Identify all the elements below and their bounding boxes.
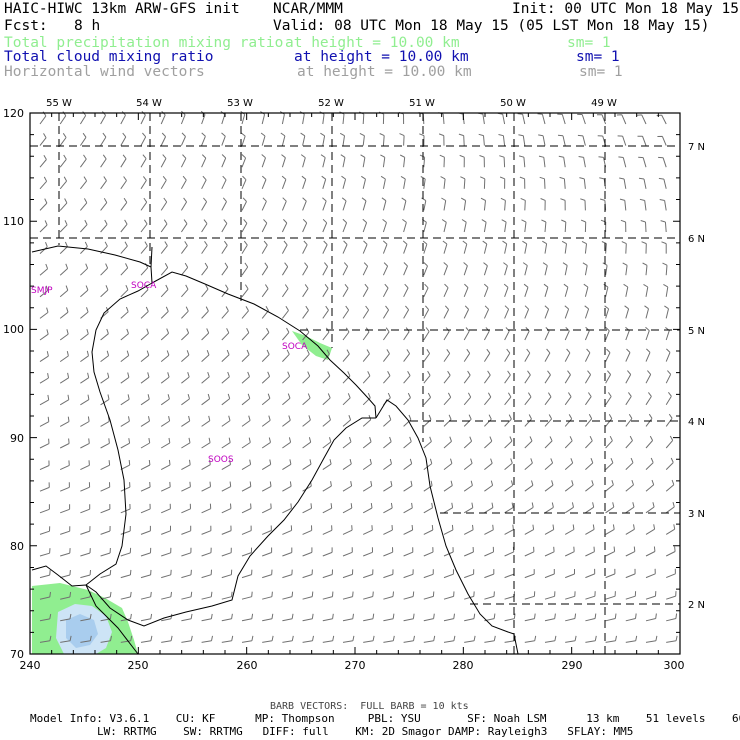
field-wind-name: Horizontal wind vectors — [4, 64, 205, 80]
model-info-line1: Model Info: V3.6.1 CU: KF MP: Thompson P… — [30, 712, 740, 725]
y-tick-label: 90 — [10, 432, 24, 445]
wind-barbs — [39, 110, 678, 643]
init-time: Init: 00 UTC Mon 18 May 15 — [512, 1, 739, 17]
y-tick-label: 120 — [3, 107, 24, 120]
x-tick-label: 270 — [345, 659, 366, 672]
field-wind-height: at height = 10.00 km — [297, 64, 472, 80]
axis-ticks — [29, 112, 681, 655]
x-tick-label: 300 — [664, 659, 685, 672]
x-tick-label: 240 — [20, 659, 41, 672]
x-tick-label: 260 — [237, 659, 258, 672]
border-suriname-brazil — [85, 417, 376, 627]
fcst-value: 8 h — [74, 18, 101, 34]
y-tick-label: 110 — [3, 215, 24, 228]
lat-label: 2 N — [688, 600, 705, 611]
lon-label: 52 W — [318, 98, 344, 109]
station-label: SMJP — [31, 286, 53, 296]
y-tick-label: 70 — [10, 648, 24, 661]
field-precip-name: Total precipitation mixing ratio — [4, 35, 284, 51]
lat-label: 6 N — [688, 234, 705, 245]
title-center: NCAR/MMM — [273, 1, 343, 17]
river-guyana — [150, 246, 153, 268]
lon-label: 50 W — [500, 98, 526, 109]
lon-label: 53 W — [227, 98, 253, 109]
field-precip-sm: sm= 1 — [567, 35, 611, 51]
coast-suriname-guiana — [151, 271, 377, 419]
lat-label: 3 N — [688, 509, 705, 520]
river-south — [85, 584, 139, 655]
lon-label: 54 W — [136, 98, 162, 109]
model-info-line2: LW: RRTMG SW: RRTMG DIFF: full KM: 2D Sm… — [97, 725, 634, 738]
tick-marks — [29, 112, 681, 655]
wind-barb-field — [39, 110, 678, 643]
station-label: SOCA — [282, 342, 308, 352]
lon-label: 49 W — [591, 98, 617, 109]
station-label: SOOS — [208, 455, 234, 465]
station-label: SOCA — [131, 281, 157, 291]
field-wind-sm: sm= 1 — [579, 64, 623, 80]
cloud-area-mid — [66, 614, 98, 648]
y-tick-label: 80 — [10, 540, 24, 553]
border-suriname-guyana — [31, 245, 153, 586]
x-tick-label: 290 — [562, 659, 583, 672]
precip-area-coast — [292, 331, 332, 360]
latlon-grid — [30, 113, 680, 654]
lon-label: 51 W — [409, 98, 435, 109]
valid-time: Valid: 08 UTC Mon 18 May 15 (05 LST Mon … — [273, 18, 710, 34]
title-left: HAIC-HIWC 13km ARW-GFS init — [4, 1, 240, 17]
y-tick-label: 100 — [3, 323, 24, 336]
field-cloud-sm: sm= 1 — [576, 49, 620, 65]
coastline — [31, 245, 519, 655]
x-tick-label: 280 — [453, 659, 474, 672]
fcst-label: Fcst: — [4, 18, 48, 34]
field-precip-height: at height = 10.00 km — [285, 35, 460, 51]
barb-note: BARB VECTORS: FULL BARB = 10 kts — [270, 701, 469, 712]
border-guyana-brazil-west — [31, 565, 87, 587]
border-suriname-french-guiana — [375, 399, 519, 655]
field-cloud-height: at height = 10.00 km — [294, 49, 469, 65]
x-tick-label: 250 — [128, 659, 149, 672]
lat-label: 7 N — [688, 142, 705, 153]
lon-label: 55 W — [46, 98, 72, 109]
field-cloud-name: Total cloud mixing ratio — [4, 49, 214, 65]
lat-label: 5 N — [688, 326, 705, 337]
lat-label: 4 N — [688, 417, 705, 428]
